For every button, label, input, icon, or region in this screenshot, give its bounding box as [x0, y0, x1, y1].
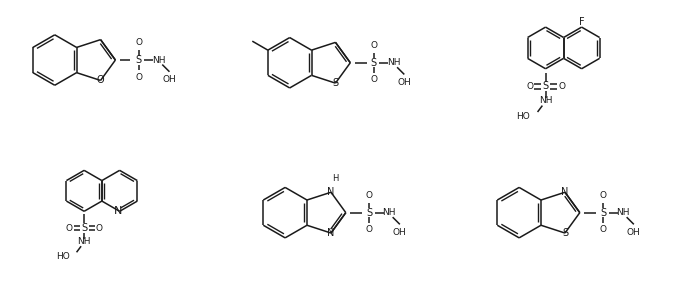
Text: O: O	[558, 82, 565, 91]
Text: NH: NH	[539, 96, 552, 105]
Text: NH: NH	[78, 237, 91, 246]
Text: S: S	[562, 228, 568, 238]
Text: O: O	[96, 224, 103, 233]
Text: O: O	[370, 41, 377, 50]
Text: S: S	[136, 55, 142, 65]
Text: NH: NH	[382, 208, 396, 217]
Text: N: N	[328, 228, 335, 238]
Text: O: O	[526, 82, 533, 91]
Text: O: O	[365, 191, 372, 200]
Text: N: N	[114, 206, 122, 216]
Text: N: N	[561, 187, 568, 197]
Text: HO: HO	[517, 112, 531, 121]
Text: O: O	[600, 225, 607, 234]
Text: HO: HO	[56, 252, 70, 261]
Text: NH: NH	[616, 208, 630, 217]
Text: S: S	[332, 78, 339, 88]
Text: S: S	[366, 208, 372, 218]
Text: S: S	[81, 223, 88, 233]
Text: O: O	[66, 224, 73, 233]
Text: O: O	[135, 38, 142, 48]
Text: H: H	[332, 174, 339, 183]
Text: OH: OH	[162, 75, 176, 84]
Text: OH: OH	[393, 228, 407, 237]
Text: S: S	[542, 81, 549, 91]
Text: OH: OH	[627, 228, 640, 237]
Text: O: O	[600, 191, 607, 200]
Text: F: F	[579, 17, 584, 27]
Text: NH: NH	[152, 56, 165, 64]
Text: N: N	[328, 187, 335, 197]
Text: S: S	[600, 208, 606, 218]
Text: O: O	[135, 73, 142, 82]
Text: OH: OH	[398, 78, 411, 87]
Text: S: S	[370, 58, 377, 68]
Text: O: O	[370, 75, 377, 84]
Text: O: O	[365, 225, 372, 234]
Text: NH: NH	[387, 58, 400, 67]
Text: O: O	[97, 75, 104, 86]
